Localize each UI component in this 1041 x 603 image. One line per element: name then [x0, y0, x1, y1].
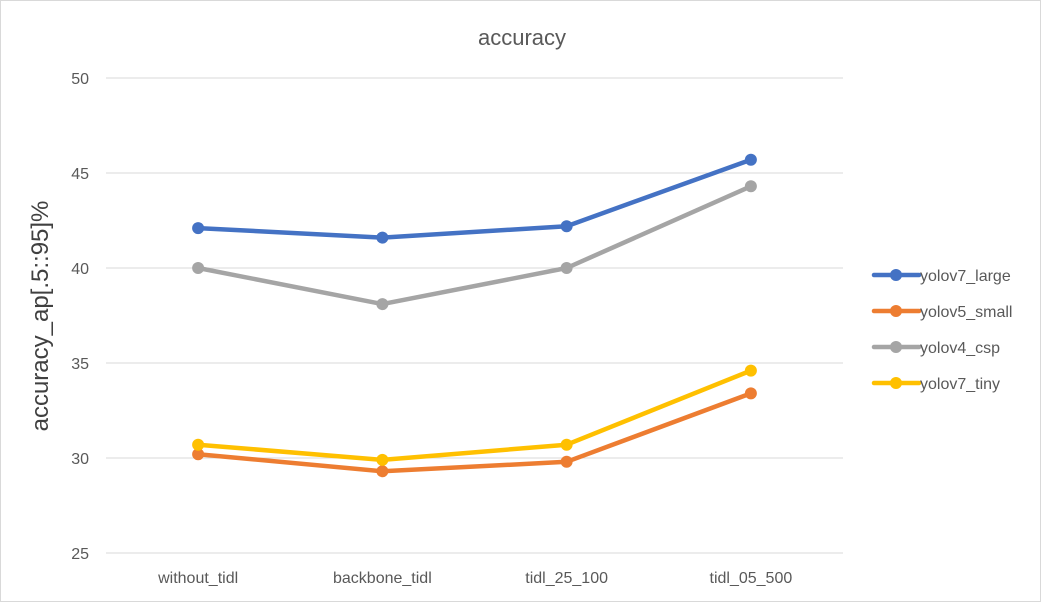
data-point-yolov7_large-backbone_tidl [376, 231, 389, 244]
data-point-yolov4_csp-tidl_25_100 [560, 262, 573, 274]
legend-label-yolov7_tiny: yolov7_tiny [920, 376, 1000, 393]
legend-swatch-marker-yolov7_tiny [890, 377, 902, 389]
data-point-yolov7_large-tidl_05_500 [744, 153, 757, 166]
data-point-yolov5_small-backbone_tidl [376, 465, 389, 478]
data-point-yolov5_small-tidl_05_500 [744, 387, 757, 400]
data-point-yolov5_small-without_tidl [192, 448, 205, 461]
y-tick-label-45: 45 [71, 166, 89, 183]
series-yolov4_csp [192, 180, 757, 311]
data-point-yolov7_tiny-tidl_25_100 [560, 438, 573, 451]
legend-item-yolov4_csp: yolov4_csp [871, 340, 1000, 357]
x-tick-label-without_tidl: without_tidl [157, 570, 238, 587]
x-tick-label-tidl_25_100: tidl_25_100 [525, 570, 608, 587]
x-tick-label-tidl_05_500: tidl_05_500 [710, 570, 793, 587]
data-point-yolov7_tiny-tidl_05_500 [744, 364, 757, 377]
data-point-yolov7_large-without_tidl [192, 222, 205, 235]
y-tick-label-40: 40 [71, 261, 89, 278]
legend-label-yolov7_large: yolov7_large [920, 268, 1011, 285]
legend-swatch-marker-yolov4_csp [890, 341, 902, 353]
series-line-yolov7_large [195, 157, 754, 240]
series-yolov7_tiny [192, 364, 757, 466]
series-line-yolov7_tiny [195, 368, 754, 463]
legend: yolov7_large yolov5_small yolov4_csp yolov7… [871, 268, 1012, 393]
series-line-yolov4_csp [195, 184, 754, 307]
y-tick-label-25: 25 [71, 546, 89, 563]
legend-item-yolov7_tiny: yolov7_tiny [871, 376, 1000, 393]
legend-label-yolov5_small: yolov5_small [920, 304, 1012, 321]
series-lines [192, 153, 757, 478]
data-point-yolov7_tiny-backbone_tidl [376, 453, 389, 466]
data-point-yolov4_csp-without_tidl [192, 262, 205, 274]
series-yolov7_large [192, 153, 757, 244]
legend-item-yolov7_large: yolov7_large [871, 268, 1011, 285]
series-yolov5_small [192, 387, 757, 478]
legend-label-yolov4_csp: yolov4_csp [920, 340, 1000, 357]
data-point-yolov5_small-tidl_25_100 [560, 455, 573, 468]
y-tick-label-30: 30 [71, 451, 89, 468]
y-axis-label: accuracy_ap[.5::95]% [27, 201, 54, 432]
legend-swatch-marker-yolov7_large [890, 269, 902, 281]
x-tick-labels: without_tidl backbone_tidl tidl_25_100 tidl… [157, 570, 792, 587]
y-tick-label-35: 35 [71, 356, 89, 373]
y-tick-labels: 25 30 35 40 45 50 [71, 71, 89, 563]
data-point-yolov7_large-tidl_25_100 [560, 220, 573, 233]
chart-title: accuracy [478, 25, 566, 50]
gridlines [106, 77, 843, 554]
data-point-yolov4_csp-tidl_05_500 [744, 180, 757, 193]
x-tick-label-backbone_tidl: backbone_tidl [333, 570, 432, 587]
data-point-yolov4_csp-backbone_tidl [376, 298, 389, 311]
y-tick-label-50: 50 [71, 71, 89, 88]
legend-item-yolov5_small: yolov5_small [871, 304, 1012, 321]
series-line-yolov5_small [195, 391, 754, 474]
data-point-yolov7_tiny-without_tidl [192, 438, 205, 451]
legend-swatch-marker-yolov5_small [890, 305, 902, 317]
